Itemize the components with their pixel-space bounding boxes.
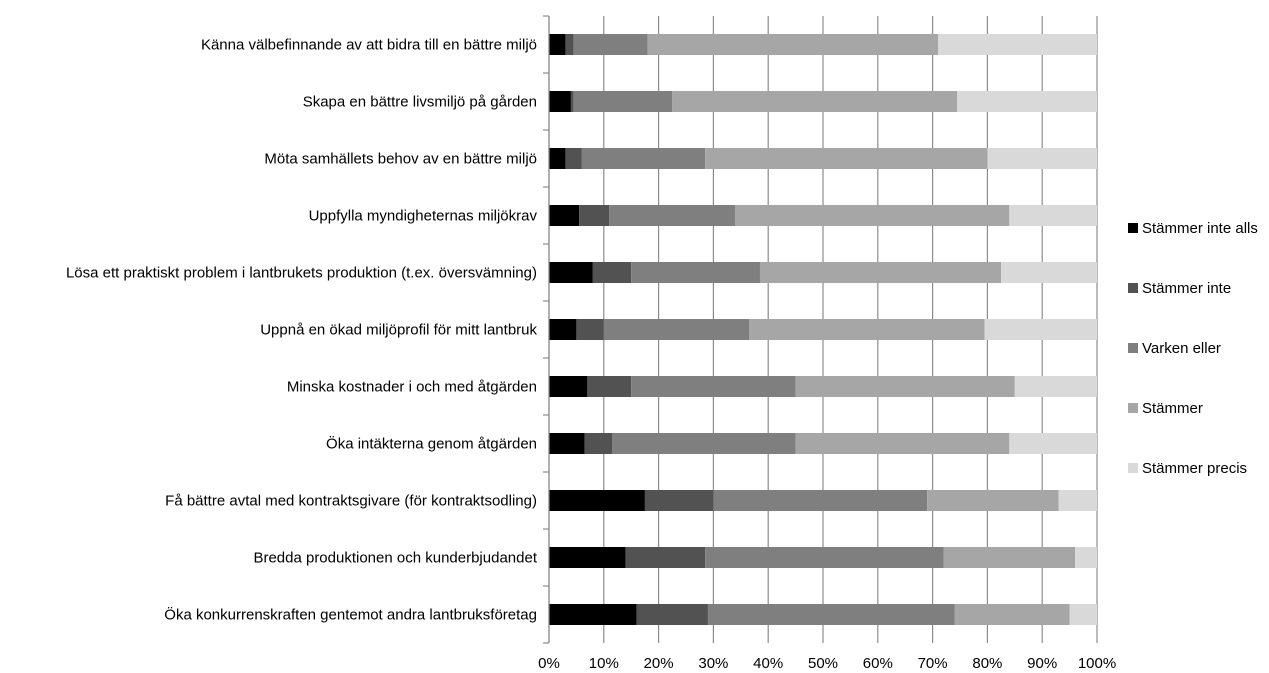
category-label: Öka konkurrenskraften gentemot andra lan… bbox=[164, 606, 537, 624]
category-label: Bredda produktionen och kunderbjudandet bbox=[253, 550, 537, 567]
bar-segment bbox=[549, 91, 571, 112]
bar-segment bbox=[1069, 604, 1097, 625]
legend-swatch bbox=[1128, 403, 1138, 413]
bar-segment bbox=[1058, 490, 1097, 511]
category-label: Uppnå en ökad miljöprofil för mitt lantb… bbox=[260, 322, 537, 339]
x-tick-label: 60% bbox=[863, 655, 893, 672]
x-tick-label: 50% bbox=[808, 655, 838, 672]
bar-segment bbox=[636, 604, 708, 625]
x-tick-label: 30% bbox=[698, 655, 728, 672]
legend-label: Stämmer precis bbox=[1142, 460, 1247, 477]
bar-segment bbox=[609, 205, 736, 226]
bar-segment bbox=[549, 604, 637, 625]
category-label: Skapa en bättre livsmiljö på gården bbox=[303, 94, 537, 111]
legend: Stämmer inte alls Stämmer inte Varken elle… bbox=[1128, 220, 1258, 477]
bar-segment bbox=[592, 262, 632, 283]
x-tick-label: 20% bbox=[644, 655, 674, 672]
x-tick-label: 90% bbox=[1027, 655, 1057, 672]
bar-segment bbox=[549, 547, 626, 568]
bar-segment bbox=[1014, 376, 1097, 397]
bar-segment bbox=[705, 148, 988, 169]
bar-segment bbox=[644, 490, 714, 511]
legend-swatch bbox=[1128, 343, 1138, 353]
bar-segment bbox=[579, 205, 610, 226]
axes bbox=[543, 15, 550, 644]
bar-segment bbox=[984, 319, 1097, 340]
legend-swatch bbox=[1128, 283, 1138, 293]
bar-segment bbox=[587, 376, 632, 397]
bar-segment bbox=[705, 547, 944, 568]
bar-segment bbox=[1009, 205, 1097, 226]
bar-segment bbox=[576, 319, 604, 340]
bar-segment bbox=[759, 262, 1002, 283]
bar-segment bbox=[549, 490, 645, 511]
bar-segment bbox=[625, 547, 706, 568]
bar-segment bbox=[943, 547, 1076, 568]
x-tick-label: 0% bbox=[538, 655, 560, 672]
bar-segment bbox=[647, 34, 939, 55]
x-tick-label: 10% bbox=[589, 655, 619, 672]
bar-segment bbox=[795, 376, 1015, 397]
legend-label: Stämmer bbox=[1142, 400, 1203, 417]
bar-segment bbox=[549, 433, 585, 454]
bar-segment bbox=[954, 604, 1070, 625]
bar-segment bbox=[1001, 262, 1097, 283]
legend-swatch bbox=[1128, 463, 1138, 473]
legend-swatch bbox=[1128, 223, 1138, 233]
x-tick-label: 100% bbox=[1078, 655, 1116, 672]
bar-segment bbox=[672, 91, 958, 112]
bar-segment bbox=[927, 490, 1059, 511]
bar-segment bbox=[795, 433, 1010, 454]
legend-label: Varken eller bbox=[1142, 340, 1221, 357]
category-label: Uppfylla myndigheternas miljökrav bbox=[309, 208, 538, 225]
bar-segment bbox=[707, 604, 955, 625]
bar-segment bbox=[565, 34, 574, 55]
bar-segment bbox=[749, 319, 985, 340]
x-tick-label: 80% bbox=[972, 655, 1002, 672]
bar-segment bbox=[549, 376, 588, 397]
bar-segment bbox=[987, 148, 1097, 169]
category-label: Minska kostnader i och med åtgärden bbox=[287, 379, 537, 396]
bar-segment bbox=[938, 34, 1097, 55]
bar-segment bbox=[631, 376, 796, 397]
bar-segment bbox=[1075, 547, 1097, 568]
bar-segment bbox=[549, 205, 580, 226]
category-label: Öka intäkterna genom åtgärden bbox=[326, 435, 537, 453]
bar-segment bbox=[1009, 433, 1097, 454]
category-label: Få bättre avtal med kontraktsgivare (för… bbox=[165, 493, 537, 510]
bars bbox=[549, 34, 1097, 625]
bar-segment bbox=[584, 433, 613, 454]
x-tick-label: 40% bbox=[753, 655, 783, 672]
legend-label: Stämmer inte alls bbox=[1142, 220, 1258, 237]
x-tick-label: 70% bbox=[918, 655, 948, 672]
bar-segment bbox=[549, 319, 577, 340]
bar-segment bbox=[612, 433, 796, 454]
category-label: Känna välbefinnande av att bidra till en… bbox=[201, 37, 537, 54]
bar-segment bbox=[957, 91, 1097, 112]
bar-segment bbox=[549, 262, 593, 283]
bar-segment bbox=[549, 34, 566, 55]
bar-segment bbox=[565, 148, 582, 169]
bar-segment bbox=[603, 319, 750, 340]
legend-label: Stämmer inte bbox=[1142, 280, 1231, 297]
bar-segment bbox=[713, 490, 928, 511]
category-label: Möta samhällets behov av en bättre miljö bbox=[264, 151, 537, 168]
category-labels: Känna välbefinnande av att bidra till en… bbox=[66, 37, 538, 624]
bar-segment bbox=[549, 148, 566, 169]
bar-segment bbox=[735, 205, 1010, 226]
bar-segment bbox=[581, 148, 706, 169]
bar-segment bbox=[570, 91, 574, 112]
category-label: Lösa ett praktiskt problem i lantbrukets… bbox=[66, 265, 537, 282]
bar-segment bbox=[573, 91, 673, 112]
bar-segment bbox=[631, 262, 760, 283]
x-tick-labels: 0% 10% 20% 30% 40% 50% 60% 70% 80% 90% 100% bbox=[538, 655, 1116, 672]
bar-segment bbox=[573, 34, 648, 55]
